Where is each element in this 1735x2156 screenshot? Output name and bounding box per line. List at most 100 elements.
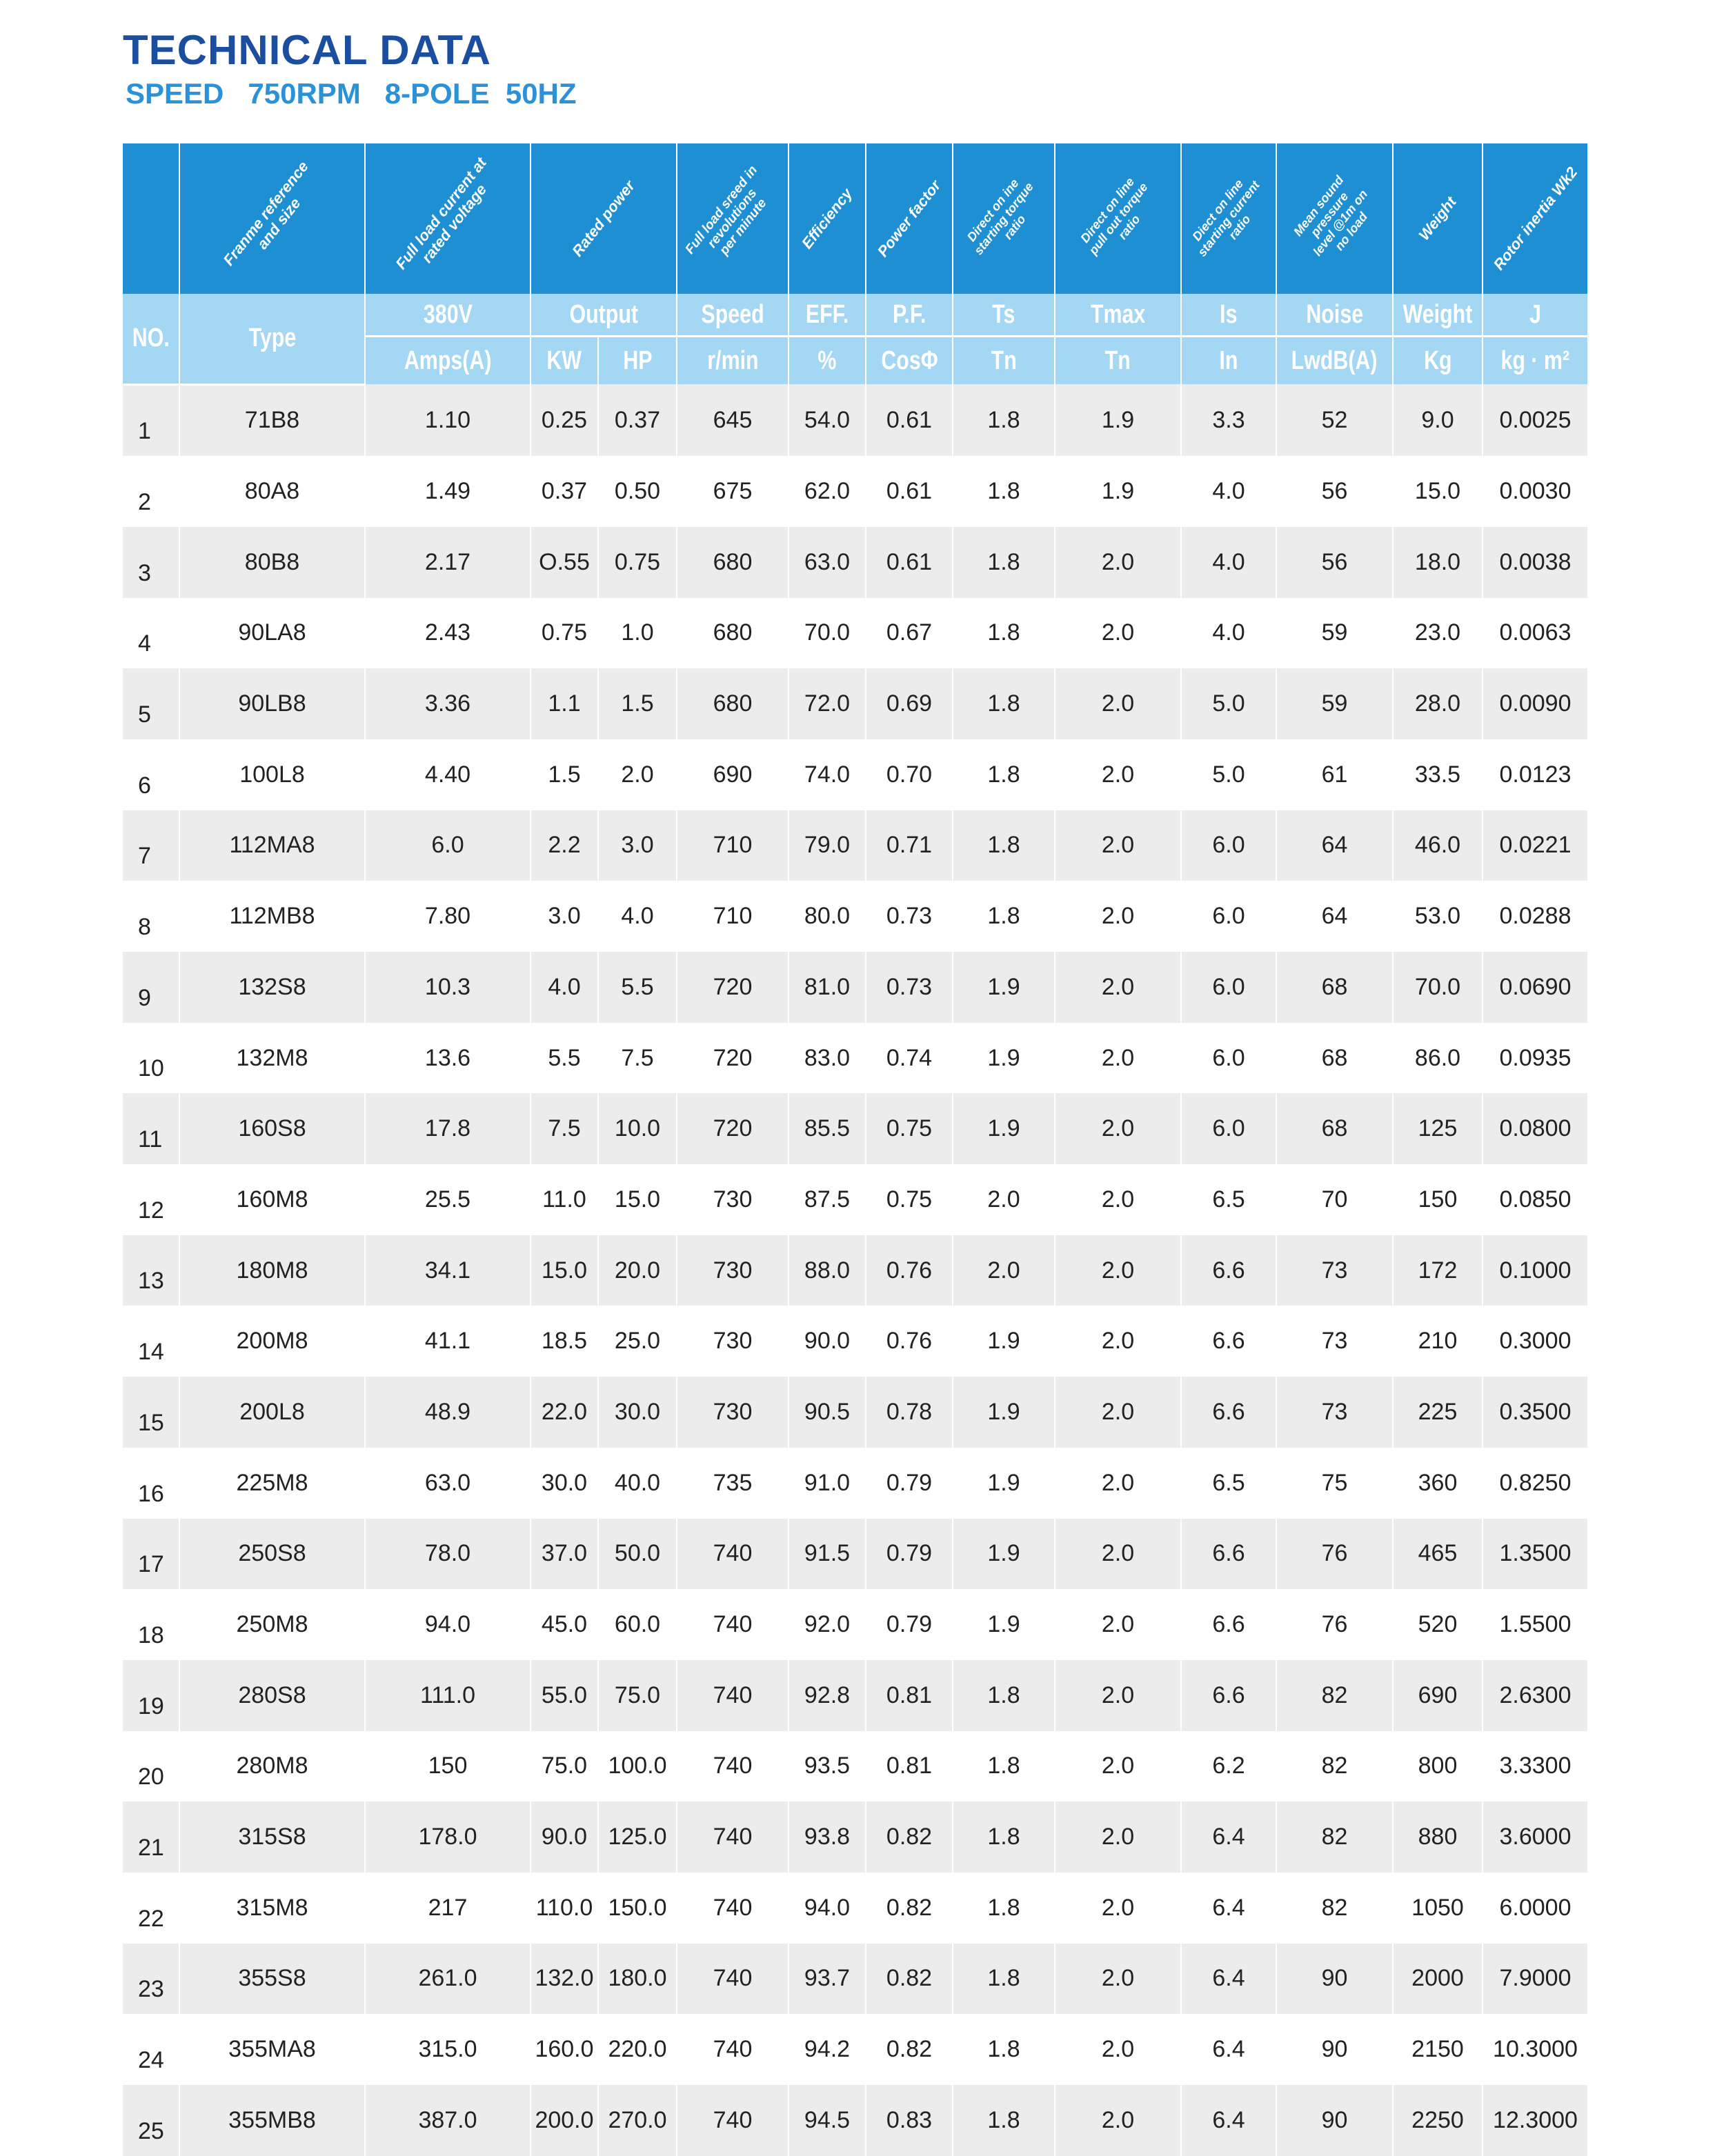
header-desc: Efficiency	[788, 143, 866, 294]
table-cell: 0.81	[865, 1659, 953, 1731]
row-number: 10	[121, 1022, 180, 1094]
table-cell: 0.76	[865, 1306, 953, 1377]
table-cell: 132M8	[179, 1022, 366, 1094]
header-speed: Speed	[676, 294, 789, 337]
table-cell: 0.71	[865, 810, 953, 881]
table-cell: 2.6300	[1482, 1659, 1589, 1731]
table-cell: 15.0	[1392, 456, 1483, 527]
table-cell: 2.0	[1054, 1518, 1182, 1590]
table-cell: 0.61	[865, 384, 953, 457]
table-cell: 100L8	[179, 739, 366, 810]
table-cell: 1.8	[952, 597, 1055, 669]
table-cell: 9.0	[1392, 384, 1483, 457]
table-cell: 315S8	[179, 1801, 366, 1873]
table-row: 2 80A8 1.49 0.37 0.50 675 62.0 0.61 1.8 1.9 4.0 56 1…	[121, 456, 1589, 527]
table-cell: 112MB8	[179, 881, 366, 952]
table-cell: 17.8	[364, 1093, 531, 1165]
table-cell: 72.0	[788, 668, 866, 739]
table-cell: 217	[364, 1872, 531, 1944]
table-cell: 6.2	[1180, 1730, 1277, 1802]
table-cell: 79.0	[788, 810, 866, 881]
table-cell: 2.0	[1054, 668, 1182, 739]
table-cell: 64	[1276, 881, 1394, 952]
table-cell: 4.0	[1180, 456, 1277, 527]
table-cell: 87.5	[788, 1164, 866, 1235]
table-cell: 75.0	[597, 1659, 677, 1731]
table-cell: 40.0	[597, 1447, 677, 1519]
table-cell: 2.0	[1054, 1730, 1182, 1802]
table-cell: 2.0	[1054, 1093, 1182, 1165]
table-cell: 80A8	[179, 456, 366, 527]
table-cell: 110.0	[530, 1872, 599, 1944]
table-cell: 355MA8	[179, 2014, 366, 2085]
table-cell: 2.0	[1054, 1235, 1182, 1306]
row-number: 1	[121, 384, 180, 457]
table-cell: 0.0025	[1482, 384, 1589, 457]
table-cell: 680	[676, 668, 789, 739]
table-cell: 0.75	[530, 597, 599, 669]
table-cell: 111.0	[364, 1659, 531, 1731]
row-number: 20	[121, 1730, 180, 1802]
table-cell: 0.81	[865, 1730, 953, 1802]
table-cell: 880	[1392, 1801, 1483, 1873]
table-cell: 1.49	[364, 456, 531, 527]
table-cell: 70.0	[1392, 952, 1483, 1023]
table-cell: 1.5	[530, 739, 599, 810]
table-cell: 68	[1276, 1093, 1394, 1165]
table-cell: 2.0	[1054, 1164, 1182, 1235]
row-number: 23	[121, 1943, 180, 2015]
table-cell: 93.8	[788, 1801, 866, 1873]
header-tmax: Tmax	[1054, 294, 1182, 337]
header-desc: Direct on ine starting torque ratio	[952, 143, 1055, 294]
table-cell: 2.0	[1054, 1022, 1182, 1094]
table-cell: 0.82	[865, 2014, 953, 2085]
table-cell: 5.0	[1180, 739, 1277, 810]
technical-data-table: Franme reference and size Full load curr…	[121, 143, 1589, 2156]
table-cell: 740	[676, 1518, 789, 1590]
table-cell: 2.0	[1054, 1943, 1182, 2015]
table-cell: 0.37	[597, 384, 677, 457]
table-row: 21 315S8 178.0 90.0 125.0 740 93.8 0.82 1.8 2.0 6.…	[121, 1801, 1589, 1873]
table-cell: 15.0	[530, 1235, 599, 1306]
table-row: 10 132M8 13.6 5.5 7.5 720 83.0 0.74 1.9 2.0 6.0 68 8…	[121, 1022, 1589, 1094]
table-cell: 1.9	[952, 1022, 1055, 1094]
header-ts: Ts	[952, 294, 1055, 337]
table-row: 24 355MA8 315.0 160.0 220.0 740 94.2 0.82 1.8 2.0…	[121, 2014, 1589, 2085]
table-cell: 59	[1276, 597, 1394, 669]
table-cell: 41.1	[364, 1306, 531, 1377]
table-cell: 0.75	[865, 1164, 953, 1235]
table-cell: 0.83	[865, 2085, 953, 2156]
header-desc: Direct on line pull out torque ratio	[1054, 143, 1182, 294]
row-number: 11	[121, 1093, 180, 1165]
row-number: 21	[121, 1801, 180, 1873]
table-cell: 20.0	[597, 1235, 677, 1306]
unit-lwdb: LwdB(A)	[1276, 336, 1394, 384]
table-cell: 2.0	[1054, 881, 1182, 952]
table-cell: 645	[676, 384, 789, 457]
table-cell: 56	[1276, 456, 1394, 527]
table-cell: 0.1000	[1482, 1235, 1589, 1306]
table-cell: 18.5	[530, 1306, 599, 1377]
table-cell: 93.7	[788, 1943, 866, 2015]
table-cell: 1.8	[952, 1730, 1055, 1802]
table-cell: 45.0	[530, 1589, 599, 1660]
table-cell: 25.5	[364, 1164, 531, 1235]
table-row: 17 250S8 78.0 37.0 50.0 740 91.5 0.79 1.9 2.0 6.6 7…	[121, 1518, 1589, 1590]
table-cell: 800	[1392, 1730, 1483, 1802]
table-cell: 261.0	[364, 1943, 531, 2015]
table-cell: 0.0935	[1482, 1022, 1589, 1094]
table-cell: 2.0	[1054, 1659, 1182, 1731]
table-cell: 740	[676, 1801, 789, 1873]
table-cell: 1.8	[952, 1943, 1055, 2015]
table-cell: 75.0	[530, 1730, 599, 1802]
table-cell: 387.0	[364, 2085, 531, 2156]
table-cell: 100.0	[597, 1730, 677, 1802]
table-cell: 80B8	[179, 526, 366, 598]
table-cell: O.55	[530, 526, 599, 598]
table-cell: 160S8	[179, 1093, 366, 1165]
table-cell: 6.0	[1180, 810, 1277, 881]
table-cell: 740	[676, 2014, 789, 2085]
table-cell: 4.0	[1180, 597, 1277, 669]
unit-tn: Tn	[1054, 336, 1182, 384]
table-cell: 94.2	[788, 2014, 866, 2085]
